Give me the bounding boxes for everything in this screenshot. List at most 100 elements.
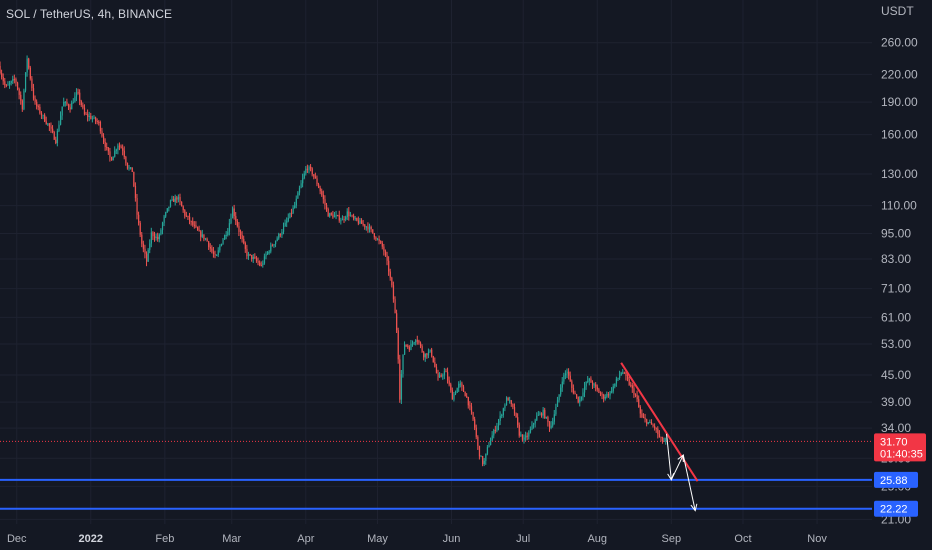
candle-body bbox=[536, 415, 538, 421]
candle-body bbox=[413, 342, 415, 344]
projection-arrow-segment bbox=[666, 433, 672, 480]
candle-body bbox=[239, 231, 242, 235]
candle-body bbox=[453, 394, 455, 400]
candle-body bbox=[232, 208, 234, 219]
y-tick-label: 61.00 bbox=[881, 310, 911, 324]
candle-body bbox=[103, 136, 105, 142]
candle-body bbox=[396, 313, 398, 331]
candle-body bbox=[303, 173, 305, 179]
candle-body bbox=[17, 82, 19, 89]
candle-body bbox=[286, 220, 288, 223]
candle-body bbox=[55, 139, 57, 144]
y-tick-label: 130.00 bbox=[881, 167, 918, 181]
candle-body bbox=[376, 239, 379, 241]
candle-body bbox=[36, 101, 38, 107]
level-badge-label: 22.22 bbox=[880, 504, 908, 516]
candle-body bbox=[595, 384, 597, 387]
candle-body bbox=[120, 146, 122, 149]
candle-body bbox=[260, 265, 262, 267]
candle-body bbox=[472, 412, 474, 420]
candle-body bbox=[64, 101, 67, 103]
candle-body bbox=[28, 58, 30, 68]
y-tick-label: 34.00 bbox=[881, 421, 911, 435]
x-tick-label: Jul bbox=[516, 533, 530, 545]
candle-body bbox=[445, 371, 447, 373]
candle-body bbox=[244, 242, 246, 249]
resistance-trendline bbox=[620, 362, 699, 482]
x-tick-label: Oct bbox=[734, 533, 751, 545]
candle-body bbox=[249, 254, 251, 256]
candle-body bbox=[416, 340, 418, 342]
candle-body bbox=[58, 124, 60, 131]
candle-body bbox=[236, 221, 239, 227]
candle-body bbox=[542, 409, 544, 416]
level-badge bbox=[874, 500, 918, 517]
candle-body bbox=[354, 218, 356, 220]
candle-body bbox=[216, 255, 218, 257]
candle-body bbox=[345, 217, 347, 220]
x-tick-label: Nov bbox=[807, 533, 827, 545]
candle-body bbox=[636, 395, 638, 400]
candle-body bbox=[52, 128, 54, 132]
candle-body bbox=[211, 248, 213, 252]
candle-body bbox=[410, 343, 412, 350]
x-tick-label: 2022 bbox=[79, 533, 103, 545]
candle-body bbox=[408, 347, 411, 350]
candle-body bbox=[432, 356, 434, 363]
candle-body bbox=[114, 150, 116, 157]
candle-body bbox=[63, 102, 65, 107]
candle-body bbox=[596, 386, 598, 390]
candle-body bbox=[665, 439, 667, 441]
candle-body bbox=[126, 162, 129, 169]
candle-body bbox=[47, 123, 49, 125]
candle-body bbox=[48, 123, 51, 127]
x-tick-label: Aug bbox=[587, 533, 607, 545]
candle-body bbox=[553, 414, 555, 422]
candle-body bbox=[442, 375, 444, 377]
candle-body bbox=[166, 208, 168, 213]
candle-body bbox=[362, 223, 364, 225]
candle-body bbox=[469, 405, 471, 407]
candle-body bbox=[561, 381, 563, 388]
candle-body bbox=[273, 244, 275, 246]
candle-body bbox=[580, 396, 583, 400]
candle-body bbox=[15, 79, 17, 83]
candle-body bbox=[365, 226, 368, 228]
candle-body bbox=[531, 424, 533, 430]
price-axis-bg bbox=[872, 0, 932, 550]
candle-body bbox=[647, 422, 649, 424]
candle-body bbox=[225, 235, 227, 237]
candle-body bbox=[486, 447, 489, 454]
candle-body bbox=[184, 210, 186, 216]
candle-body bbox=[265, 254, 267, 257]
candle-body bbox=[450, 384, 452, 391]
candle-body bbox=[235, 216, 237, 222]
candle-body bbox=[488, 445, 490, 448]
candle-body bbox=[282, 226, 285, 232]
candle-body bbox=[577, 396, 579, 403]
projection-arrow-head bbox=[690, 503, 698, 512]
candle-body bbox=[230, 218, 232, 224]
candle-body bbox=[569, 375, 571, 382]
candle-body bbox=[593, 384, 595, 386]
candle-body bbox=[95, 117, 97, 122]
candle-body bbox=[246, 248, 248, 257]
candle-body bbox=[254, 257, 256, 259]
candle-body bbox=[310, 166, 312, 169]
candle-body bbox=[550, 425, 552, 428]
candle-body bbox=[547, 417, 549, 423]
candle-body bbox=[517, 417, 519, 425]
candle-body bbox=[294, 205, 296, 208]
candle-body bbox=[34, 98, 36, 102]
candle-body bbox=[435, 366, 438, 373]
x-tick-label: Sep bbox=[662, 533, 682, 545]
symbol-title[interactable]: SOL / TetherUS, 4h, BINANCE bbox=[6, 7, 173, 21]
candle-body bbox=[359, 220, 361, 224]
y-tick-label: 160.00 bbox=[881, 128, 918, 142]
candle-body bbox=[609, 391, 611, 396]
candle-body bbox=[451, 390, 454, 400]
candle-body bbox=[563, 375, 565, 382]
candle-body bbox=[90, 116, 92, 119]
